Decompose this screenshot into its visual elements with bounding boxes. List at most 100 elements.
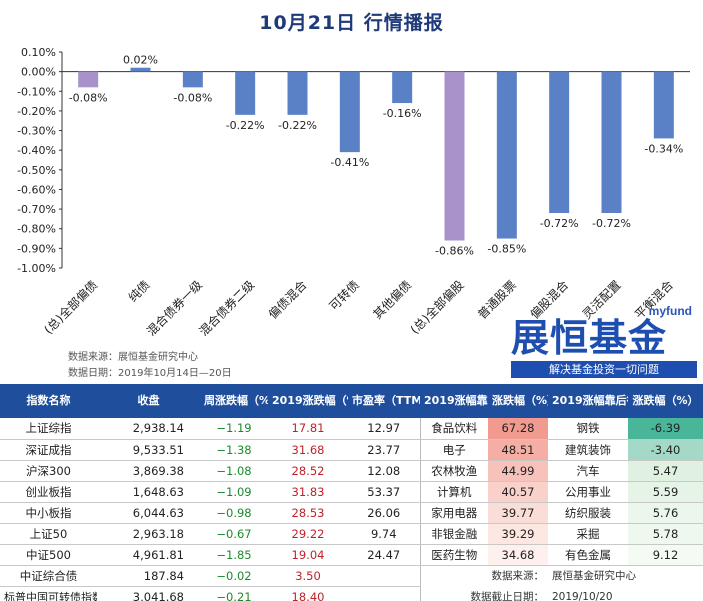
bottom-industry-change: -3.40 bbox=[628, 439, 703, 461]
bottom-industry-change: 9.12 bbox=[628, 544, 703, 566]
index-week-change: −1.08 bbox=[200, 460, 268, 482]
bar bbox=[235, 71, 256, 115]
logo-main-text: 展恒基金 bbox=[511, 316, 668, 360]
data-label: -0.41% bbox=[330, 156, 369, 169]
bar bbox=[392, 71, 413, 104]
header-week-change: 周涨跌幅（%） bbox=[200, 384, 268, 418]
index-week-change: −1.85 bbox=[200, 544, 268, 566]
bottom-industry: 公用事业 bbox=[548, 481, 628, 503]
index-name: 中证综合债 bbox=[0, 565, 97, 587]
index-name: 中小板指 bbox=[0, 502, 97, 524]
bar bbox=[182, 71, 203, 88]
bottom-industry-change: 5.76 bbox=[628, 502, 703, 524]
footer-source-label: 数据来源： bbox=[419, 565, 548, 586]
y-tick-label: -0.50% bbox=[17, 164, 56, 177]
top-industry: 医药生物 bbox=[419, 544, 488, 566]
top-industry: 农林牧渔 bbox=[419, 460, 488, 482]
top-industry-change: 48.51 bbox=[488, 439, 548, 461]
y-tick-label: -0.70% bbox=[17, 203, 56, 216]
table-row: 中小板指 6,044.63 −0.98 28.53 26.06 家用电器 39.… bbox=[0, 502, 703, 524]
top-industry: 食品饮料 bbox=[419, 418, 488, 440]
bottom-industry: 采掘 bbox=[548, 523, 628, 545]
index-pe: 26.06 bbox=[348, 502, 420, 524]
index-close: 187.84 bbox=[97, 565, 200, 587]
index-close: 1,648.63 bbox=[97, 481, 200, 503]
index-ytd-change: 3.50 bbox=[268, 565, 348, 587]
y-tick-label: -0.40% bbox=[17, 144, 56, 157]
bar bbox=[549, 71, 570, 214]
footer-date-label: 数据截止日期： bbox=[419, 586, 548, 601]
index-name: 标普中国可转债指数 bbox=[0, 586, 97, 601]
top-industry: 非银金融 bbox=[419, 523, 488, 545]
table-row: 沪深300 3,869.38 −1.08 28.52 12.08 农林牧渔 44… bbox=[0, 460, 703, 482]
index-week-change: −0.67 bbox=[200, 523, 268, 545]
bottom-industry-change: -6.39 bbox=[628, 418, 703, 440]
index-name: 上证50 bbox=[0, 523, 97, 545]
table-row: 标普中国可转债指数 3,041.68 −0.21 18.40 数据截止日期： 2… bbox=[0, 586, 703, 601]
data-label: -0.08% bbox=[69, 91, 108, 104]
bottom-industry-change: 5.59 bbox=[628, 481, 703, 503]
index-name: 上证综指 bbox=[0, 418, 97, 440]
x-tick-label: 混合债券一级 bbox=[143, 277, 205, 339]
x-tick-label: 偏债混合 bbox=[265, 277, 310, 322]
index-close: 6,044.63 bbox=[97, 502, 200, 524]
fund-performance-chart: 0.10% 0.00% -0.10% -0.20% -0.30% -0.40% -0.50%… bbox=[17, 46, 690, 339]
index-name: 创业板指 bbox=[0, 481, 97, 503]
bottom-industry-change: 5.47 bbox=[628, 460, 703, 482]
index-pe bbox=[348, 586, 420, 601]
index-name: 中证500 bbox=[0, 544, 97, 566]
bottom-industry: 有色金属 bbox=[548, 544, 628, 566]
top-industry: 计算机 bbox=[419, 481, 488, 503]
y-tick-label: -0.90% bbox=[17, 242, 56, 255]
x-tick-label: (总)全部偏债 bbox=[41, 277, 101, 337]
index-close: 2,938.14 bbox=[97, 418, 200, 440]
y-tick-label: -0.60% bbox=[17, 183, 56, 196]
index-close: 4,961.81 bbox=[97, 544, 200, 566]
header-ytd-change: 2019涨跌幅（%） bbox=[268, 384, 348, 418]
logo-small-text: myfund bbox=[648, 304, 692, 318]
header-close: 收盘 bbox=[97, 384, 200, 418]
top-industry-change: 34.68 bbox=[488, 544, 548, 566]
y-tick-label: -0.80% bbox=[17, 223, 56, 236]
footer-date-value: 2019/10/20 bbox=[552, 590, 613, 601]
index-close: 2,963.18 bbox=[97, 523, 200, 545]
index-table: 指数名称 收盘 周涨跌幅（%） 2019涨跌幅（%） 市盈率（TTM） 2019… bbox=[0, 384, 703, 601]
index-pe: 53.37 bbox=[348, 481, 420, 503]
top-industry-change: 39.29 bbox=[488, 523, 548, 545]
index-week-change: −1.09 bbox=[200, 481, 268, 503]
index-name: 深证成指 bbox=[0, 439, 97, 461]
header-top-industry: 2019涨幅靠前行业 bbox=[420, 384, 488, 418]
index-pe: 12.08 bbox=[348, 460, 420, 482]
y-tick-label: -0.30% bbox=[17, 125, 56, 138]
chart-source: 数据来源：展恒基金研究中心 bbox=[68, 352, 198, 363]
table-row: 中证500 4,961.81 −1.85 19.04 24.47 医药生物 34… bbox=[0, 544, 703, 566]
index-ytd-change: 31.83 bbox=[268, 481, 348, 503]
index-pe: 24.47 bbox=[348, 544, 420, 566]
bar bbox=[601, 71, 622, 214]
index-name: 沪深300 bbox=[0, 460, 97, 482]
top-industry-change: 39.77 bbox=[488, 502, 548, 524]
bar bbox=[496, 71, 517, 239]
bar bbox=[339, 71, 360, 153]
index-ytd-change: 29.22 bbox=[268, 523, 348, 545]
y-tick-label: -0.10% bbox=[17, 85, 56, 98]
header-bottom-change: 涨跌幅（%） bbox=[628, 384, 703, 418]
index-pe bbox=[348, 565, 420, 587]
index-week-change: −0.21 bbox=[200, 586, 268, 601]
y-tick-label: 0.00% bbox=[21, 66, 56, 79]
data-label: -0.86% bbox=[435, 245, 474, 258]
index-ytd-change: 19.04 bbox=[268, 544, 348, 566]
bottom-industry: 汽车 bbox=[548, 460, 628, 482]
table-row: 创业板指 1,648.63 −1.09 31.83 53.37 计算机 40.5… bbox=[0, 481, 703, 503]
x-tick-label: 可转债 bbox=[326, 277, 362, 313]
x-tick-label: 其他偏债 bbox=[370, 277, 415, 322]
header-index-name: 指数名称 bbox=[0, 384, 97, 418]
index-pe: 9.74 bbox=[348, 523, 420, 545]
y-tick-label: -1.00% bbox=[17, 262, 56, 275]
index-ytd-change: 28.52 bbox=[268, 460, 348, 482]
table-row: 中证综合债 187.84 −0.02 3.50 数据来源： 展恒基金研究中心 bbox=[0, 565, 703, 587]
data-label: -0.34% bbox=[644, 142, 683, 155]
top-industry: 家用电器 bbox=[419, 502, 488, 524]
index-ytd-change: 28.53 bbox=[268, 502, 348, 524]
bottom-industry-change: 5.78 bbox=[628, 523, 703, 545]
